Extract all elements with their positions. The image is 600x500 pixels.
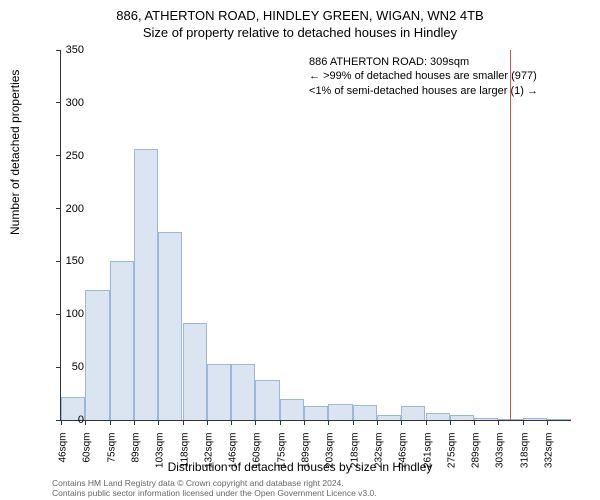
chart-area: 46sqm60sqm75sqm89sqm103sqm118sqm132sqm14… bbox=[60, 50, 570, 420]
xtick-label: 146sqm bbox=[228, 433, 239, 483]
xtick-label: 289sqm bbox=[471, 433, 482, 483]
annotation-line3: <1% of semi-detached houses are larger (… bbox=[309, 84, 538, 98]
xtick-label: 318sqm bbox=[519, 433, 530, 483]
ytick-label: 100 bbox=[66, 308, 84, 320]
xtick-label: 261sqm bbox=[422, 433, 433, 483]
xtick-label: 60sqm bbox=[82, 433, 93, 483]
histogram-bar bbox=[158, 232, 182, 420]
ytick-label: 0 bbox=[78, 414, 84, 426]
xtick-label: 75sqm bbox=[106, 433, 117, 483]
histogram-bar bbox=[85, 290, 109, 420]
ytick-mark bbox=[56, 314, 61, 315]
xtick-label: 232sqm bbox=[373, 433, 384, 483]
plot-region: 46sqm60sqm75sqm89sqm103sqm118sqm132sqm14… bbox=[60, 50, 571, 421]
xtick-mark bbox=[474, 420, 475, 425]
xtick-mark bbox=[134, 420, 135, 425]
histogram-bar bbox=[426, 413, 450, 420]
histogram-bar bbox=[255, 380, 279, 420]
xtick-label: 246sqm bbox=[398, 433, 409, 483]
xtick-mark bbox=[328, 420, 329, 425]
histogram-bar bbox=[401, 406, 425, 420]
ytick-mark bbox=[56, 50, 61, 51]
histogram-bar bbox=[304, 406, 328, 420]
ytick-label: 250 bbox=[66, 150, 84, 162]
histogram-bar bbox=[377, 415, 401, 420]
ytick-mark bbox=[56, 261, 61, 262]
xtick-label: 218sqm bbox=[349, 433, 360, 483]
footer-line2: Contains public sector information licen… bbox=[52, 488, 377, 498]
histogram-bar bbox=[183, 323, 207, 420]
xtick-mark bbox=[61, 420, 62, 425]
xtick-mark bbox=[280, 420, 281, 425]
xtick-label: 132sqm bbox=[203, 433, 214, 483]
xtick-label: 203sqm bbox=[325, 433, 336, 483]
histogram-bar bbox=[450, 415, 474, 420]
xtick-mark bbox=[450, 420, 451, 425]
xtick-label: 160sqm bbox=[252, 433, 263, 483]
xtick-mark bbox=[207, 420, 208, 425]
histogram-bar bbox=[280, 399, 304, 420]
ytick-label: 350 bbox=[66, 44, 84, 56]
annotation-line2: ← >99% of detached houses are smaller (9… bbox=[309, 69, 538, 83]
xtick-mark bbox=[231, 420, 232, 425]
xtick-mark bbox=[498, 420, 499, 425]
xtick-label: 118sqm bbox=[179, 433, 190, 483]
chart-title-main: 886, ATHERTON ROAD, HINDLEY GREEN, WIGAN… bbox=[0, 0, 600, 23]
footer: Contains HM Land Registry data © Crown c… bbox=[52, 478, 377, 498]
ytick-mark bbox=[56, 155, 61, 156]
ytick-label: 50 bbox=[72, 361, 84, 373]
xtick-mark bbox=[523, 420, 524, 425]
footer-line1: Contains HM Land Registry data © Crown c… bbox=[52, 478, 377, 488]
histogram-bar bbox=[134, 149, 158, 420]
xtick-mark bbox=[426, 420, 427, 425]
xtick-label: 275sqm bbox=[446, 433, 457, 483]
xtick-mark bbox=[183, 420, 184, 425]
ytick-label: 200 bbox=[66, 203, 84, 215]
histogram-bar bbox=[231, 364, 255, 420]
histogram-bar bbox=[110, 261, 134, 420]
ytick-label: 150 bbox=[66, 255, 84, 267]
xtick-mark bbox=[401, 420, 402, 425]
histogram-bar bbox=[353, 405, 377, 420]
y-axis-label: Number of detached properties bbox=[8, 70, 22, 235]
xtick-label: 103sqm bbox=[155, 433, 166, 483]
ytick-mark bbox=[56, 102, 61, 103]
property-marker-line bbox=[510, 50, 511, 420]
x-axis-label: Distribution of detached houses by size … bbox=[0, 460, 600, 474]
histogram-bar bbox=[207, 364, 231, 420]
xtick-mark bbox=[158, 420, 159, 425]
xtick-label: 332sqm bbox=[544, 433, 555, 483]
chart-title-sub: Size of property relative to detached ho… bbox=[0, 23, 600, 40]
ytick-mark bbox=[56, 208, 61, 209]
xtick-label: 189sqm bbox=[301, 433, 312, 483]
xtick-mark bbox=[547, 420, 548, 425]
xtick-mark bbox=[85, 420, 86, 425]
histogram-bar bbox=[328, 404, 352, 420]
histogram-bar bbox=[474, 418, 498, 420]
xtick-mark bbox=[110, 420, 111, 425]
xtick-mark bbox=[255, 420, 256, 425]
xtick-mark bbox=[353, 420, 354, 425]
annotation-line1: 886 ATHERTON ROAD: 309sqm bbox=[309, 55, 538, 69]
ytick-mark bbox=[56, 367, 61, 368]
chart-container: 886, ATHERTON ROAD, HINDLEY GREEN, WIGAN… bbox=[0, 0, 600, 500]
xtick-label: 303sqm bbox=[495, 433, 506, 483]
xtick-mark bbox=[377, 420, 378, 425]
xtick-label: 175sqm bbox=[276, 433, 287, 483]
xtick-label: 89sqm bbox=[130, 433, 141, 483]
histogram-bar bbox=[523, 418, 547, 420]
annotation-box: 886 ATHERTON ROAD: 309sqm ← >99% of deta… bbox=[309, 55, 538, 98]
ytick-label: 300 bbox=[66, 97, 84, 109]
xtick-label: 46sqm bbox=[58, 433, 69, 483]
xtick-mark bbox=[304, 420, 305, 425]
histogram-bar bbox=[547, 419, 571, 420]
